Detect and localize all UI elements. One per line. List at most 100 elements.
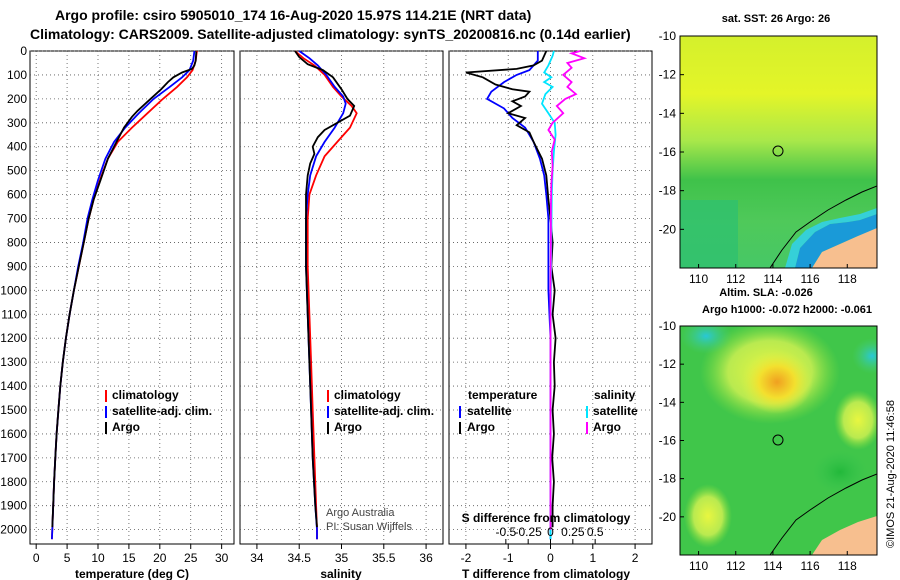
figure-title-line1: Argo profile: csiro 5905010_174 16-Aug-2… [55, 7, 531, 23]
temperature-axis-label: temperature (deg C) [75, 567, 189, 580]
temperature-x-tick-label: 10 [91, 551, 105, 565]
sla-map-y-tick-label: -12 [659, 357, 677, 371]
depth-tick-label: 1300 [0, 355, 27, 369]
temperature-legend: climatology satellite-adj. clim. Argo [105, 388, 212, 434]
sla-map-x-tick-label: 110 [689, 559, 708, 573]
temperature-argo-line [51, 51, 198, 528]
depth-tick-label: 1400 [0, 379, 27, 393]
legend-salinity-title: salinity [594, 388, 636, 402]
depth-tick-label: 1600 [0, 427, 27, 441]
difference-temperature-argo-line [465, 50, 557, 528]
t-difference-axis-label: T difference from climatology [462, 567, 630, 580]
sla-map-y-tick-label: -10 [659, 319, 677, 333]
depth-tick-label: 900 [7, 259, 27, 273]
profile-ticks: 0 5 10 15 20 25 30 34 34.5 35 35.5 36 -2 -1 0 1 20100200… [0, 44, 638, 565]
difference-s-tick-label: 0 [547, 525, 554, 539]
difference-legend: temperature satellite Argo salinity sate… [459, 388, 638, 434]
profile-grid [30, 50, 652, 544]
legend-climatology-label: climatology [112, 388, 179, 402]
salinity-x-tick-label: 34 [250, 551, 264, 565]
salinity-x-tick-label: 36 [419, 551, 433, 565]
sst-map-x-tick-label: 118 [838, 272, 857, 286]
difference-s-tick-label: 0.5 [587, 525, 604, 539]
depth-tick-label: 1800 [0, 475, 27, 489]
sst-map-y-tick-label: -16 [659, 145, 677, 159]
sst-coastal-cyan-band [785, 208, 877, 268]
difference-salinity-argo-line [547, 50, 588, 530]
sla-map [680, 326, 877, 555]
sla-cyan-patch-east [852, 338, 877, 374]
difference-x-tick-label: -1 [503, 551, 514, 565]
salinity-x-tick-label: 35 [335, 551, 349, 565]
sst-map-x-tick-label: 114 [763, 272, 782, 286]
s-difference-axis-label: S difference from climatology [462, 511, 631, 525]
sst-land-mask [812, 228, 877, 268]
depth-tick-label: 300 [7, 116, 27, 130]
temperature-x-tick-label: 0 [33, 551, 40, 565]
legend-argo-label: Argo [334, 420, 362, 434]
sla-map-x-tick-label: 114 [763, 559, 782, 573]
legend-temperature-title: temperature [468, 388, 538, 402]
depth-tick-label: 1200 [0, 331, 27, 345]
map-ticks: 110 112 114 116 118 -10 -12 -14 -16 -18 -20 110 112 1… [659, 29, 857, 573]
legend-satellite-label: satellite-adj. clim. [334, 404, 434, 418]
salinity-x-tick-label: 34.5 [288, 551, 312, 565]
depth-tick-label: 200 [7, 92, 27, 106]
sst-map [680, 36, 877, 268]
legend-s-argo-label: Argo [593, 420, 621, 434]
sst-map-y-tick-label: -18 [659, 184, 677, 198]
difference-x-tick-label: 2 [632, 551, 639, 565]
sst-map-y-tick-label: -14 [659, 106, 677, 120]
sla-yellow-blob-east [834, 390, 877, 450]
temperature-x-tick-label: 5 [64, 551, 71, 565]
depth-tick-label: 0 [20, 44, 27, 58]
depth-tick-label: 1500 [0, 403, 27, 417]
sla-map-x-tick-label: 116 [801, 559, 820, 573]
temperature-x-tick-label: 20 [153, 551, 167, 565]
depth-tick-label: 1900 [0, 499, 27, 513]
temperature-x-tick-label: 15 [122, 551, 136, 565]
sla-map-y-tick-label: -14 [659, 395, 677, 409]
profile-data [51, 50, 588, 540]
legend-satellite-label: satellite-adj. clim. [112, 404, 212, 418]
difference-x-tick-label: 1 [589, 551, 596, 565]
sla-warm-eddy [741, 350, 813, 414]
sst-map-y-tick-label: -10 [659, 29, 677, 43]
sst-map-x-tick-label: 116 [801, 272, 820, 286]
depth-tick-label: 1100 [1, 307, 27, 321]
depth-tick-label: 700 [7, 212, 27, 226]
salinity-legend: climatology satellite-adj. clim. Argo Ar… [326, 388, 434, 533]
sla-cyan-patch [680, 326, 732, 354]
sla-map-x-tick-label: 112 [726, 559, 745, 573]
sst-float-marker [772, 145, 784, 157]
depth-tick-label: 600 [7, 188, 27, 202]
depth-tick-label: 800 [7, 235, 27, 249]
sst-map-y-tick-label: -12 [659, 68, 677, 82]
sla-green-patch [812, 450, 868, 494]
difference-x-tick-label: 0 [547, 551, 554, 565]
legend-t-satellite-label: satellite [467, 404, 512, 418]
legend-argo-label: Argo [112, 420, 140, 434]
difference-s-tick-label: -0.5 [495, 525, 516, 539]
sst-map-y-tick-label: -20 [659, 222, 677, 236]
sla-land-mask [812, 516, 877, 555]
temperature-x-tick-label: 30 [215, 551, 229, 565]
sla-bathymetry-contour [769, 473, 877, 555]
sla-map-y-tick-label: -18 [659, 472, 677, 486]
depth-tick-label: 400 [7, 140, 27, 154]
sst-bathymetry-contour [769, 185, 877, 268]
salinity-x-tick-label: 35.5 [372, 551, 396, 565]
depth-tick-label: 100 [7, 68, 27, 82]
salinity-panel-frame [239, 50, 444, 545]
sst-map-title: sat. SST: 26 Argo: 26 [722, 13, 830, 25]
sst-coastal-cool-band [795, 214, 877, 268]
salinity-argo-line [294, 50, 356, 528]
annotation-pi: PI: Susan Wijffels [326, 521, 412, 533]
sla-yellow-blob-southwest [684, 484, 732, 548]
depth-tick-label: 1700 [0, 451, 27, 465]
difference-x-tick-label: -2 [461, 551, 472, 565]
imos-credit: ©IMOS 21-Aug-2020 11:46:58 [885, 400, 897, 548]
sla-map-x-tick-label: 118 [838, 559, 857, 573]
difference-s-tick-label: -0.25 [514, 525, 542, 539]
